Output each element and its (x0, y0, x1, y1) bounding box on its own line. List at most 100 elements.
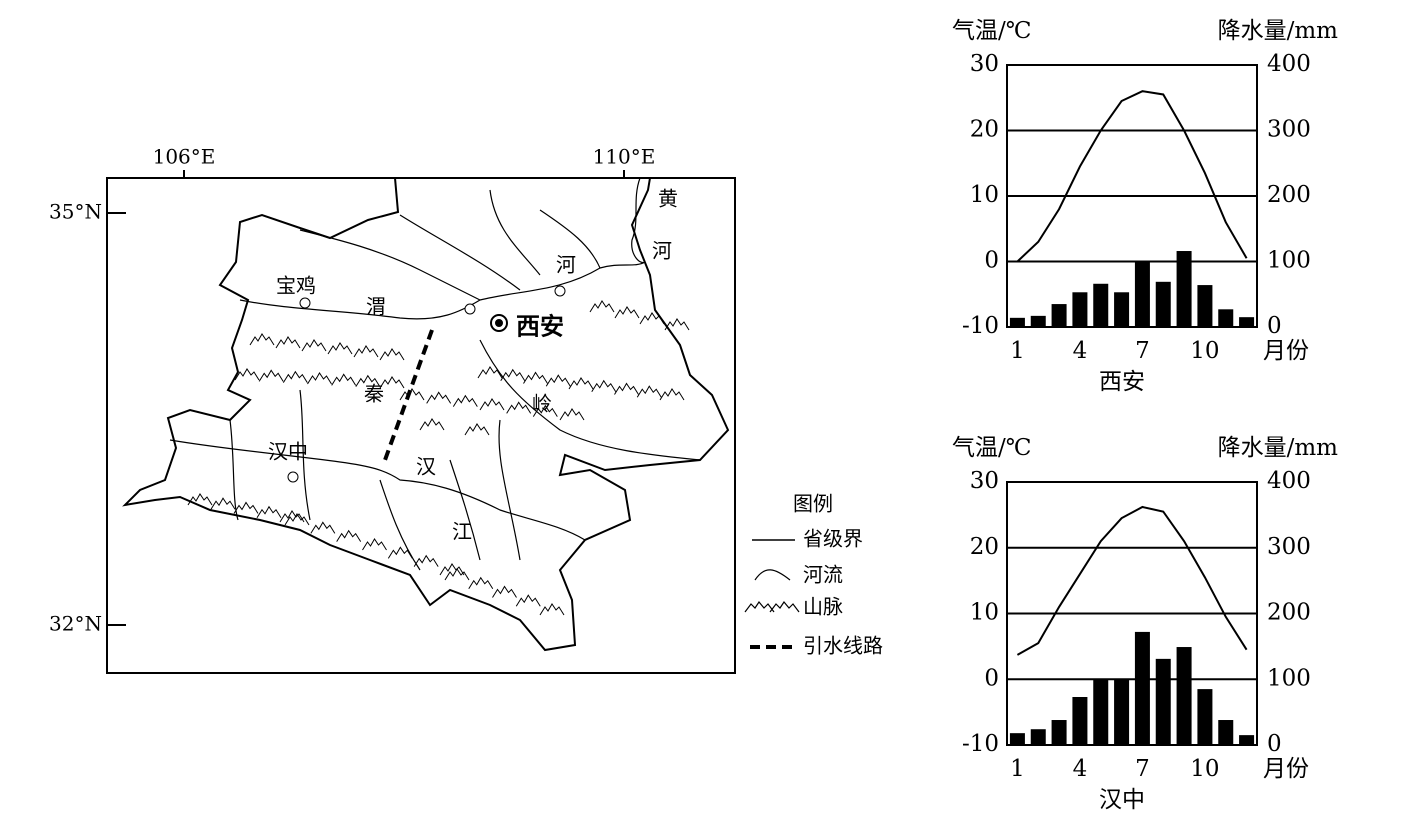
mountain-symbol (379, 348, 405, 361)
temperature-line (1016, 505, 1248, 656)
province-boundary (122, 177, 730, 652)
mountain-symbol (464, 423, 490, 436)
bar (1197, 285, 1213, 327)
mountain-symbol (523, 371, 548, 384)
mountain-symbol (426, 391, 452, 404)
x-tick-label: 7 (1135, 338, 1150, 364)
city-marker (299, 297, 311, 309)
mountain-symbol (233, 501, 259, 514)
lon-label: 106°E (153, 145, 216, 169)
feature-label: 河 (652, 239, 672, 263)
mountain-symbol (355, 374, 381, 387)
legend-label: 河流 (803, 563, 843, 587)
x-tick-label: 10 (1190, 756, 1219, 782)
y2-tick-label: 0 (1267, 731, 1282, 757)
map-frame (106, 177, 736, 674)
mountain-symbol (477, 366, 503, 379)
mountain-symbol (515, 594, 541, 607)
plot-frame (1006, 481, 1258, 746)
mountain-symbol (664, 318, 690, 331)
place-label: 西安 (516, 312, 564, 341)
y-tick-label: -10 (962, 313, 999, 339)
y-axis-label: 气温/℃ (952, 18, 1031, 44)
bar (1072, 697, 1088, 745)
y2-tick-label: 100 (1267, 248, 1311, 274)
y-tick-label: 0 (984, 665, 999, 691)
bar (1114, 292, 1130, 327)
legend-symbol (744, 600, 800, 613)
mountain-symbol (210, 497, 236, 510)
mountain-symbol (452, 394, 478, 407)
mountain-symbol (439, 563, 465, 576)
bar (1009, 317, 1025, 327)
bar (1114, 679, 1130, 745)
temperature-line (1016, 90, 1248, 263)
y2-tick-label: 400 (1267, 51, 1311, 77)
y-axis-label: 气温/℃ (952, 435, 1031, 461)
feature-label: 汉 (416, 455, 436, 479)
y-tick-label: -10 (962, 731, 999, 757)
chart-title: 汉中 (1099, 787, 1145, 813)
bar (1176, 251, 1192, 327)
bar (1155, 658, 1171, 745)
mountain-symbol (275, 336, 301, 349)
mountain-symbol (413, 554, 439, 567)
legend-label: 山脉 (803, 595, 843, 619)
legend-symbol (754, 569, 791, 581)
bar (1239, 317, 1255, 327)
feature-label: 渭 (366, 295, 386, 319)
legend-title: 图例 (793, 492, 833, 516)
bar (1239, 735, 1255, 745)
y-tick-label: 30 (970, 51, 999, 77)
mountain-symbol (331, 373, 357, 386)
mountain-symbol (353, 345, 379, 358)
y-tick-label: 10 (970, 600, 999, 626)
mountain-symbol (336, 529, 362, 542)
feature-label: 秦 (364, 382, 384, 406)
mountain-symbol (506, 401, 532, 414)
bar (1093, 283, 1109, 327)
mountain-symbol (284, 513, 310, 526)
mountain-symbol (539, 603, 565, 616)
x-axis-label: 月份 (1263, 338, 1309, 364)
mountain-symbol (362, 538, 387, 551)
feature-label: 岭 (532, 392, 552, 416)
city-marker (287, 471, 299, 483)
city-marker (464, 303, 476, 315)
y-tick-label: 0 (984, 248, 999, 274)
x-tick-label: 4 (1073, 756, 1088, 782)
place-label: 宝鸡 (276, 274, 316, 298)
mountains (187, 300, 690, 616)
y2-tick-label: 300 (1267, 534, 1311, 560)
bar (1072, 292, 1088, 327)
mountain-symbol (399, 388, 425, 401)
feature-label: 黄 (658, 187, 678, 211)
mountain-symbol (468, 576, 494, 590)
y2-tick-label: 200 (1267, 600, 1311, 626)
bar (1218, 720, 1234, 745)
x-tick-label: 4 (1073, 338, 1088, 364)
mountain-symbol (419, 418, 445, 431)
mountain-symbol (258, 369, 284, 382)
mountain-symbol (256, 505, 282, 519)
map: 106°E 110°E 35°N 32°N 宝鸡 西安 汉中 渭 河 黄 河 秦… (49, 145, 736, 674)
mountain-symbol (614, 306, 640, 319)
lat-label: 35°N (49, 200, 102, 224)
bar (1197, 689, 1213, 745)
city-marker (554, 285, 566, 297)
mountain-symbol (301, 339, 327, 352)
legend-label: 省级界 (803, 527, 863, 551)
y2-axis-label: 降水量/mm (1218, 18, 1339, 44)
bar (1176, 647, 1192, 745)
bar (1009, 733, 1025, 745)
x-tick-label: 10 (1190, 338, 1219, 364)
mountain-symbol (249, 333, 275, 346)
bar (1051, 720, 1067, 745)
y2-tick-label: 400 (1267, 468, 1311, 494)
mountain-symbol (479, 398, 505, 411)
legend-label: 引水线路 (803, 634, 883, 658)
bar (1218, 309, 1234, 327)
y2-tick-label: 200 (1267, 182, 1311, 208)
mountain-symbol (387, 546, 413, 559)
